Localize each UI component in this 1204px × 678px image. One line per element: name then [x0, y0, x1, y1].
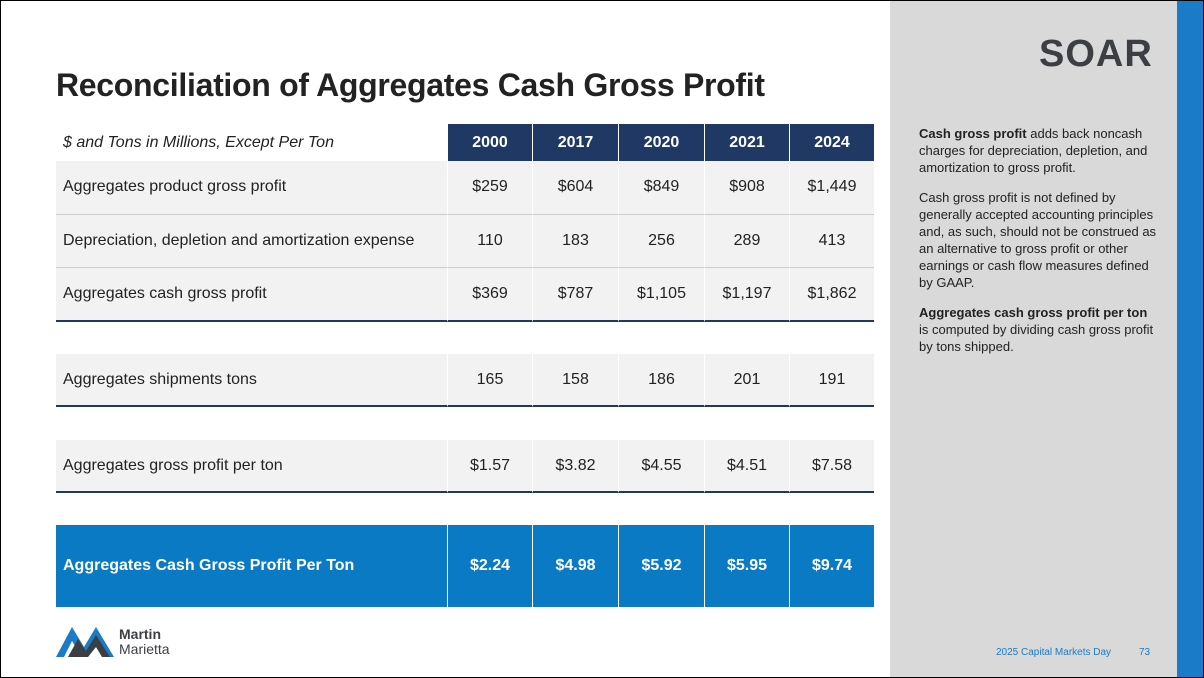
table-cell: 165 — [447, 354, 532, 407]
table-cell: $787 — [532, 268, 618, 323]
table-cell: 413 — [789, 214, 874, 269]
table-cell: 2020 — [618, 124, 704, 161]
table-cell: 158 — [532, 354, 618, 407]
note-text: adds back noncash charges for depreciati… — [919, 126, 1148, 175]
table-cell: 2017 — [532, 124, 618, 161]
slide-title: Reconciliation of Aggregates Cash Gross … — [56, 67, 765, 103]
table-cell: 183 — [532, 214, 618, 269]
table-cell: 186 — [618, 354, 704, 407]
table-cell: $259 — [447, 161, 532, 215]
note-bold: Cash gross profit — [919, 126, 1027, 141]
table-cell: $1,862 — [789, 268, 874, 323]
table-cell: $908 — [704, 161, 789, 215]
table-cell: $4.55 — [618, 440, 704, 493]
table-cell: 2021 — [704, 124, 789, 161]
table-cell: $1,449 — [789, 161, 874, 215]
table-cell: 2024 — [789, 124, 874, 161]
note-bold: Aggregates cash gross profit per ton — [919, 305, 1148, 320]
table-cell: $3.82 — [532, 440, 618, 493]
side-panel — [890, 1, 1177, 677]
table-cell: Aggregates product gross profit — [56, 161, 447, 215]
footer-event: 2025 Capital Markets Day — [996, 647, 1112, 658]
table-cell: $369 — [447, 268, 532, 323]
table-cell: $2.24 — [447, 525, 532, 607]
table-cell: 256 — [618, 214, 704, 269]
table-cell: Aggregates cash gross profit — [56, 268, 447, 323]
table-cell: $1,105 — [618, 268, 704, 323]
table-cell: $1,197 — [704, 268, 789, 323]
table-cell: $9.74 — [789, 525, 874, 607]
notes: Cash gross profit adds back noncash char… — [919, 125, 1159, 368]
table-cell: 201 — [704, 354, 789, 407]
table-cell: 2000 — [447, 124, 532, 161]
accent-strip — [1177, 1, 1203, 677]
note-paragraph: Cash gross profit adds back noncash char… — [919, 125, 1159, 176]
logo-text: Martin Marietta — [119, 627, 170, 657]
table-cell: $7.58 — [789, 440, 874, 493]
table-cell: $1.57 — [447, 440, 532, 493]
logo-line: Marietta — [119, 641, 170, 657]
table-cell: Depreciation, depletion and amortization… — [56, 214, 447, 269]
table-cell: 191 — [789, 354, 874, 407]
table-cell: $ and Tons in Millions, Except Per Ton — [56, 124, 447, 161]
martin-marietta-logo — [56, 627, 114, 657]
page-number: 73 — [1139, 647, 1151, 658]
table-cell: 110 — [447, 214, 532, 269]
table-cell: 289 — [704, 214, 789, 269]
logo-line: Martin — [119, 626, 161, 642]
soar-logo: SOAR — [1039, 33, 1153, 75]
table-cell: $604 — [532, 161, 618, 215]
table-cell: $849 — [618, 161, 704, 215]
note-text: Cash gross profit is not defined by gene… — [919, 190, 1157, 290]
table-cell: $4.51 — [704, 440, 789, 493]
table-cell: Aggregates Cash Gross Profit Per Ton — [56, 525, 447, 607]
table-cell: $4.98 — [532, 525, 618, 607]
table-cell: Aggregates gross profit per ton — [56, 440, 447, 493]
note-text: is computed by dividing cash gross profi… — [919, 322, 1154, 354]
table-cell: $5.95 — [704, 525, 789, 607]
table-cell: $5.92 — [618, 525, 704, 607]
note-paragraph: Aggregates cash gross profit per ton is … — [919, 304, 1159, 355]
note-paragraph: Cash gross profit is not defined by gene… — [919, 189, 1159, 291]
table-cell: Aggregates shipments tons — [56, 354, 447, 407]
